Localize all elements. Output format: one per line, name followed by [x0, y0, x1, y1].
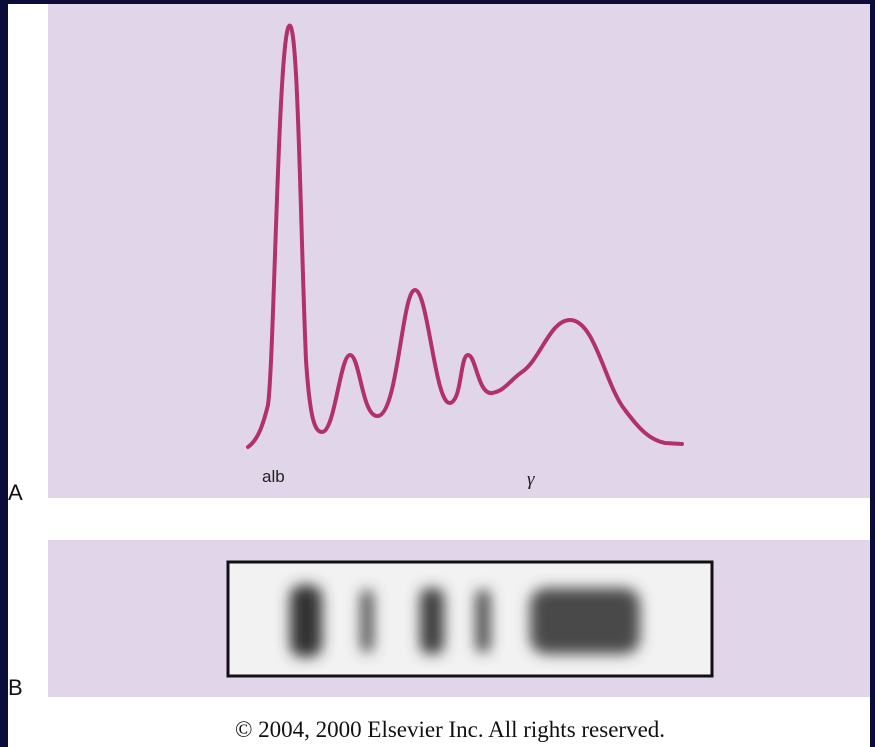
- page: A alb γ B © 2004, 2000 Elsevier Inc. All…: [0, 0, 875, 747]
- top-border: [0, 0, 875, 4]
- panel-label: B: [8, 675, 23, 700]
- band: [530, 588, 640, 654]
- band: [361, 590, 373, 652]
- copyright: © 2004, 2000 Elsevier Inc. All rights re…: [235, 717, 665, 742]
- panel-label: A: [8, 480, 23, 505]
- peak-label: alb: [262, 467, 285, 486]
- band: [476, 590, 490, 652]
- left-border: [0, 0, 8, 747]
- band: [420, 588, 444, 654]
- peak-label: γ: [527, 469, 535, 490]
- figure: A alb γ B © 2004, 2000 Elsevier Inc. All…: [0, 0, 875, 747]
- band: [290, 585, 322, 657]
- panel-a-background: [48, 4, 870, 498]
- right-border: [870, 0, 875, 747]
